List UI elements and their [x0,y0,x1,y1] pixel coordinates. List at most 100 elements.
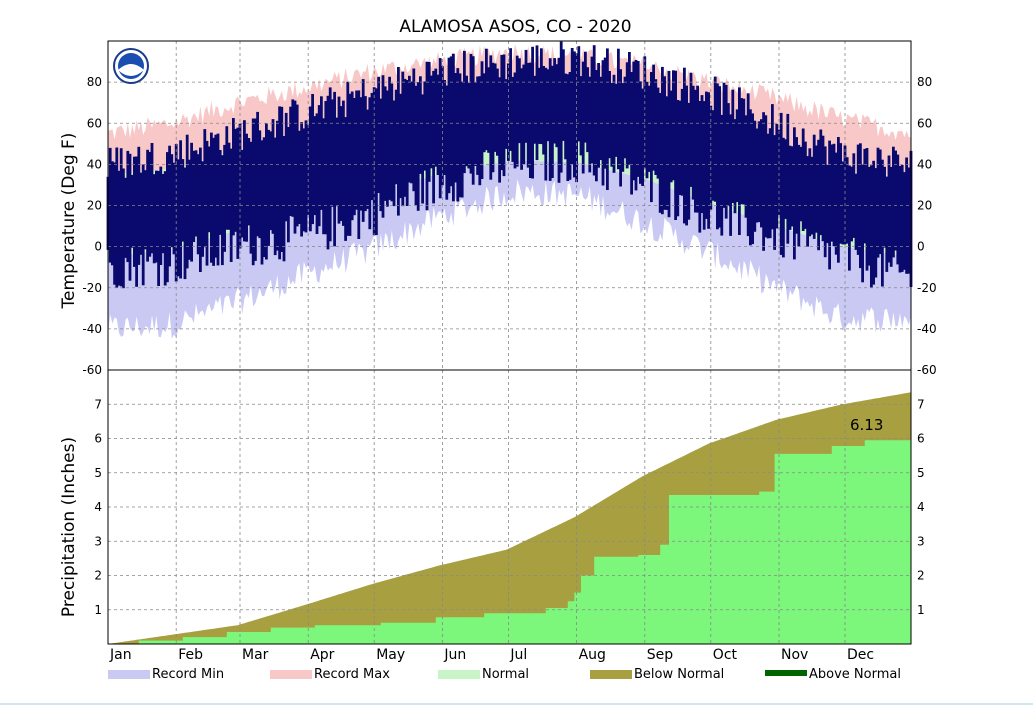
observed-temp-bar [595,70,598,182]
observed-temp-bar [425,61,429,211]
legend-label: Normal [482,667,529,682]
observed-temp-bar [300,122,303,237]
observed-temp-bar [815,145,818,233]
observed-temp-bar [889,166,893,267]
observed-temp-bar [474,82,477,167]
observed-temp-bar [348,93,352,236]
observed-temp-bar [617,48,620,170]
observed-temp-bar [753,120,757,232]
observed-temp-bar [192,150,196,243]
observed-temp-bar [146,149,149,262]
observed-temp-bar [302,128,306,232]
observed-temp-bar [405,80,409,206]
observed-temp-bar [172,162,176,255]
observed-temp-bar [727,103,730,207]
observed-temp-bar [344,117,347,241]
observed-temp-bar [577,46,581,142]
observed-temp-bar [507,63,510,161]
observed-temp-bar [870,165,873,288]
observed-temp-bar [408,75,411,183]
observed-temp-bar [566,74,570,181]
observed-temp-bar [764,115,768,238]
precip-ytick-right: 2 [917,569,925,583]
observed-temp-bar [850,166,853,242]
observed-temp-bar [414,85,418,206]
observed-temp-bar [276,120,279,251]
observed-temp-bar [592,45,596,176]
observed-temp-bar [762,112,765,251]
observed-temp-bar [885,176,889,272]
observed-temp-bar [691,85,695,200]
observed-temp-bar [185,134,189,269]
observed-temp-bar [731,89,735,203]
month-tick-label: Oct [713,647,738,663]
observed-temp-bar [559,41,563,173]
observed-temp-bar [322,118,325,235]
observed-temp-bar [548,58,552,181]
observed-temp-bar [317,105,321,227]
month-tick-label: Sep [647,647,674,663]
observed-temp-bar [452,53,455,202]
observed-temp-bar [606,48,609,191]
observed-temp-bar [641,88,644,186]
observed-temp-bar [874,168,878,278]
observed-temp-bar [342,100,345,226]
observed-temp-bar [298,130,301,224]
observed-temp-bar [788,145,792,230]
observed-temp-bar [643,56,647,169]
observed-temp-bar [821,135,825,242]
observed-temp-bar [795,137,798,234]
observed-temp-bar [416,82,420,211]
observed-temp-bar [878,149,882,255]
observed-temp-bar [584,51,587,143]
observed-temp-bar [463,50,466,174]
observed-temp-bar [315,113,319,234]
observed-temp-bar [454,73,457,183]
observed-temp-bar [639,81,642,184]
month-tick-label: Feb [178,647,203,663]
temp-ytick-left: 60 [87,116,102,130]
precip-ytick-right: 7 [917,397,925,411]
temp-ytick-right: 40 [917,157,932,171]
observed-temp-bar [687,102,691,220]
observed-temp-bar [804,141,807,229]
month-tick-label: Jan [109,647,132,663]
temperature-axis-label: Temperature (Deg F) [59,133,79,310]
observed-temp-bar [645,81,649,179]
observed-temp-bar [537,67,541,144]
observed-temp-bar [135,156,138,287]
observed-temp-bar [117,170,121,286]
observed-temp-bar [467,82,471,169]
observed-temp-bar [542,66,545,155]
observed-temp-bar [119,148,123,287]
observed-temp-bar [718,86,721,228]
observed-temp-bar [676,100,680,217]
observed-temp-bar [751,113,754,245]
observed-temp-bar [267,129,270,246]
observed-temp-bar [669,90,673,183]
temp-ytick-left: -60 [82,363,102,377]
temp-ytick-left: 40 [87,157,102,171]
observed-temp-bar [476,76,479,175]
observed-temp-bar [243,120,246,242]
observed-temp-bar [216,133,220,266]
observed-temp-bar [240,149,244,238]
precip-total-annotation: 6.13 [850,416,883,434]
observed-temp-bar [335,117,339,207]
observed-temp-bar [729,114,732,236]
observed-temp-bar [478,76,482,186]
observed-temp-bar [113,162,116,285]
observed-temp-bar [496,68,499,156]
observed-temp-bar [392,100,396,207]
observed-temp-bar [579,76,583,156]
observed-temp-bar [720,114,724,236]
observed-temp-bar [500,54,504,171]
observed-temp-bar [493,63,497,152]
observed-temp-bar [190,142,193,262]
observed-temp-bar [359,97,363,211]
observed-temp-bar [269,131,273,231]
observed-temp-bar [313,116,317,216]
observed-temp-bar [799,146,803,222]
observed-temp-bar [608,71,611,159]
observed-temp-bar [381,75,385,218]
